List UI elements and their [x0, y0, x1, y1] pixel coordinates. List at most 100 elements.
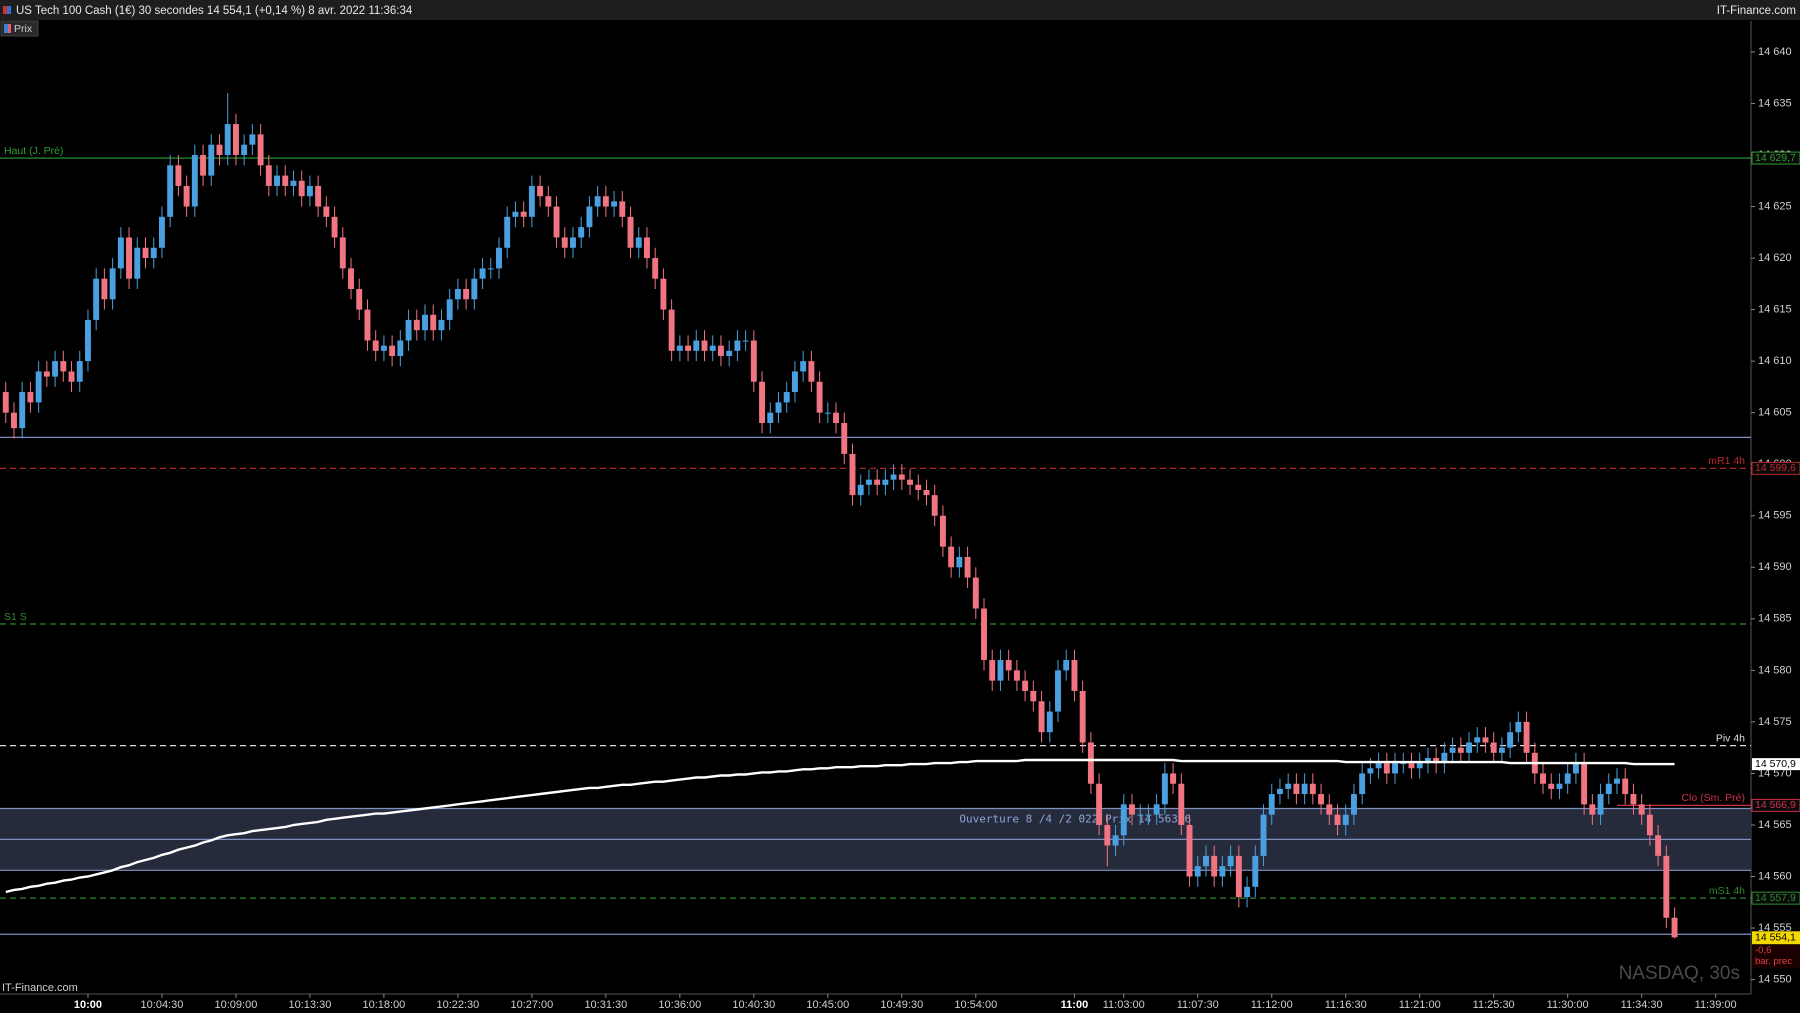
candle-body	[857, 484, 864, 496]
candle-body	[1622, 778, 1629, 795]
candle-body	[972, 577, 979, 609]
change-box	[1752, 944, 1800, 969]
candle-body	[454, 288, 461, 300]
y-tick-label: 14 550	[1758, 973, 1792, 985]
level-value-box	[1751, 151, 1800, 165]
candle-body	[750, 340, 757, 382]
candle-body	[553, 206, 560, 238]
y-tick-label: 14 610	[1758, 355, 1792, 367]
candle-body	[1433, 757, 1440, 764]
candle-body	[783, 392, 790, 403]
candle-body	[1309, 783, 1316, 795]
candle-body	[833, 412, 840, 423]
candle-body	[948, 546, 955, 568]
candle-body	[1145, 814, 1152, 816]
level-name: Piv 4h	[1716, 732, 1745, 744]
header-bar	[0, 0, 1800, 20]
candle-body	[1112, 835, 1119, 846]
candle-body	[865, 479, 872, 485]
candle-body	[1071, 660, 1078, 691]
candle-body	[1252, 855, 1259, 887]
candle-body	[1285, 783, 1292, 789]
candle-body	[997, 660, 1004, 681]
candle-body	[249, 134, 256, 145]
candle-body	[619, 201, 626, 217]
y-tick-label: 14 625	[1758, 200, 1792, 212]
candle-body	[742, 340, 749, 342]
legend-swatch	[4, 24, 8, 33]
candle-body	[1614, 778, 1620, 784]
candle-body	[602, 196, 609, 207]
candle-body	[512, 211, 519, 217]
candle-body	[68, 371, 75, 382]
candle-body	[504, 216, 511, 248]
candle-body	[1482, 737, 1489, 743]
candle-body	[1046, 711, 1053, 733]
candle-body	[1161, 773, 1168, 805]
candle-body	[1022, 680, 1029, 691]
level-name: S1 S	[4, 611, 27, 623]
last-change: -0,6	[1755, 945, 1771, 956]
legend-label: Prix	[14, 23, 33, 35]
candle-body	[594, 196, 601, 207]
candle-body	[27, 392, 34, 403]
candle-body	[1548, 783, 1555, 789]
candle-body	[734, 340, 741, 351]
candle-body	[1153, 804, 1160, 815]
candle-body	[1087, 742, 1094, 784]
candle-body	[175, 165, 182, 186]
candle-body	[644, 237, 650, 259]
candle-body	[422, 314, 428, 331]
level-value-label: 14 629,7	[1755, 152, 1796, 164]
candle-body	[1186, 824, 1193, 877]
candle-body	[1170, 773, 1177, 784]
candle-body	[348, 268, 354, 289]
candle-body	[528, 185, 535, 217]
candle-body	[791, 371, 798, 393]
candle-body	[808, 361, 815, 382]
candle-body	[890, 474, 897, 480]
band-text: Ouverture 8 /4 /2 022 Prix 14 563,6	[959, 812, 1191, 825]
candle-body	[660, 278, 667, 310]
candle-body	[430, 314, 437, 331]
candle-body	[701, 340, 708, 351]
candle-body	[76, 361, 83, 382]
level-name: mR1 4h	[1708, 455, 1745, 467]
candle-body	[1408, 763, 1415, 769]
candle-body	[1597, 794, 1604, 815]
x-tick-label: 11:16:30	[1325, 999, 1367, 1011]
level-name: Haut (J. Pré)	[4, 145, 64, 157]
candle-body	[537, 185, 544, 197]
candle-body	[1013, 670, 1020, 681]
candle-body	[1392, 763, 1399, 774]
candle-body	[1194, 866, 1201, 877]
candle-body	[1655, 835, 1662, 856]
y-tick-label: 14 640	[1758, 46, 1792, 58]
candle-body	[1005, 660, 1012, 671]
candle-body	[989, 660, 996, 681]
candle-body	[964, 556, 971, 578]
candle-body	[208, 144, 215, 176]
candle-body	[397, 340, 404, 356]
candle-body	[282, 175, 289, 186]
x-tick-label: 11:07:30	[1177, 999, 1219, 1011]
x-tick-label: 11:21:00	[1399, 999, 1441, 1011]
candle-body	[1260, 814, 1267, 856]
candle-body	[1219, 866, 1226, 877]
candle-body	[380, 345, 387, 351]
y-tick-label: 14 615	[1758, 304, 1792, 316]
candle-body	[232, 124, 239, 155]
x-tick-label: 10:04:30	[141, 999, 184, 1011]
ma-line	[5, 758, 1675, 894]
candle-body	[446, 299, 453, 320]
candle-body	[800, 361, 807, 372]
candle-body	[216, 144, 223, 155]
candle-body	[1474, 737, 1481, 743]
candle-body	[898, 474, 905, 480]
candle-body	[331, 216, 338, 238]
candle-body	[611, 201, 618, 207]
candle-body	[1646, 814, 1653, 836]
candle-body	[438, 319, 445, 331]
x-tick-label: 10:49:30	[880, 999, 923, 1011]
x-tick-label: 10:31:30	[584, 999, 627, 1011]
